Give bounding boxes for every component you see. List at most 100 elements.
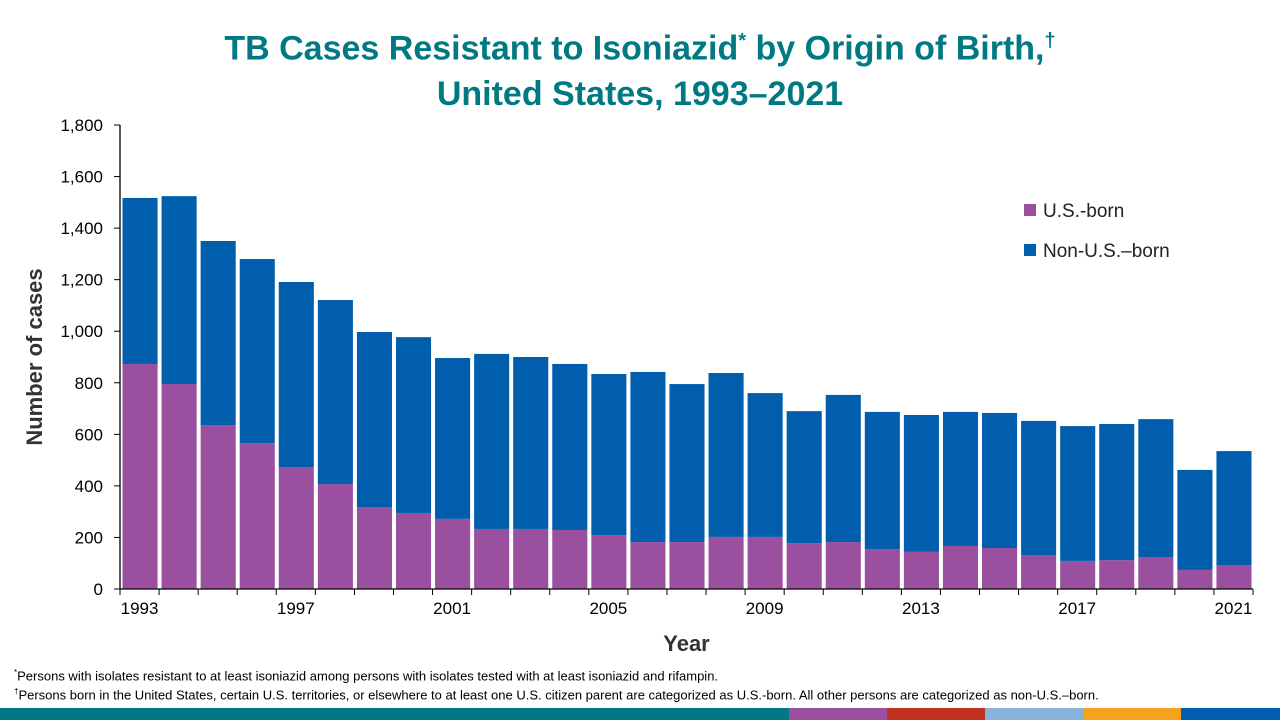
title-line-2: United States, 1993–2021 — [436, 75, 844, 114]
bar-us-born-2011 — [825, 542, 861, 589]
y-tick-label: 1,000 — [60, 322, 103, 341]
bar-non-us-born-1994 — [161, 196, 197, 385]
footnote-1: *Persons with isolates resistant to at l… — [14, 668, 718, 683]
bar-us-born-2020 — [1177, 569, 1213, 589]
bar-non-us-born-1997 — [278, 281, 314, 468]
bar-non-us-born-2014 — [942, 411, 979, 546]
bar-us-born-2004 — [552, 529, 588, 589]
bar-non-us-born-2011 — [825, 394, 861, 543]
bar-us-born-2021 — [1216, 565, 1252, 589]
y-tick-label: 600 — [75, 425, 103, 444]
bar-non-us-born-2003 — [513, 357, 549, 529]
bar-non-us-born-1998 — [317, 300, 353, 485]
x-tick-label: 1993 — [121, 599, 159, 618]
bar-non-us-born-2000 — [395, 337, 432, 513]
bar-us-born-2000 — [395, 512, 432, 589]
bar-us-born-2007 — [669, 542, 705, 589]
bar-us-born-1994 — [161, 384, 197, 589]
bar-non-us-born-2005 — [591, 374, 627, 536]
footnote-mark: † — [14, 687, 19, 696]
bar-us-born-2015 — [982, 548, 1018, 589]
y-tick-label: 400 — [75, 477, 103, 496]
title-text: TB Cases Resistant to Isoniazid — [224, 29, 739, 68]
footnote-text: Persons with isolates resistant to at le… — [17, 668, 719, 684]
bar-non-us-born-2009 — [747, 393, 783, 537]
legend-swatch-1 — [1024, 244, 1036, 256]
bar-us-born-2009 — [747, 536, 783, 589]
bar-non-us-born-2020 — [1177, 469, 1213, 570]
bar-non-us-born-2013 — [903, 415, 939, 552]
bar-non-us-born-1995 — [200, 241, 236, 426]
bar-non-us-born-1996 — [239, 259, 275, 444]
footnote-mark: † — [1044, 30, 1056, 52]
y-tick-label: 1,400 — [60, 219, 103, 238]
y-axis-title: Number of cases — [22, 268, 47, 445]
bar-us-born-2008 — [708, 536, 744, 589]
x-tick-label: 2021 — [1215, 599, 1253, 618]
bar-non-us-born-2002 — [474, 353, 510, 529]
bar-non-us-born-2018 — [1099, 424, 1135, 561]
bar-us-born-2006 — [630, 542, 666, 589]
bar-us-born-1997 — [278, 467, 314, 589]
y-tick-label: 1,800 — [60, 116, 103, 135]
x-tick-label: 2013 — [902, 599, 940, 618]
bar-us-born-1993 — [122, 363, 158, 589]
bar-us-born-2013 — [903, 551, 939, 589]
chart-title: TB Cases Resistant to Isoniazid* by Orig… — [0, 18, 1280, 117]
bar-us-born-1998 — [317, 484, 353, 589]
bar-non-us-born-2001 — [435, 358, 471, 519]
color-strip-segment — [985, 708, 1083, 720]
bar-us-born-2002 — [474, 528, 510, 589]
footnote-text: Persons born in the United States, certa… — [18, 687, 1099, 703]
y-tick-label: 1,200 — [60, 271, 103, 290]
bar-non-us-born-2012 — [864, 411, 900, 550]
bar-non-us-born-2007 — [669, 384, 705, 543]
bar-us-born-2003 — [513, 528, 549, 589]
bar-us-born-1995 — [200, 425, 236, 589]
x-tick-label: 2001 — [433, 599, 471, 618]
bar-us-born-1999 — [356, 507, 392, 589]
bar-us-born-2014 — [942, 545, 979, 589]
legend-label: Non-U.S.–born — [1043, 241, 1170, 262]
bar-us-born-2005 — [591, 535, 627, 589]
x-axis-title: Year — [663, 631, 710, 656]
bar-us-born-2010 — [786, 543, 822, 589]
color-strip-segment — [1083, 708, 1181, 720]
y-tick-label: 800 — [75, 374, 103, 393]
color-strip-segment — [887, 708, 985, 720]
bar-us-born-2012 — [864, 549, 900, 589]
bar-us-born-1996 — [239, 443, 275, 589]
bar-non-us-born-2015 — [982, 412, 1018, 549]
legend-label: U.S.-born — [1043, 201, 1124, 222]
footnote-2: †Persons born in the United States, cert… — [14, 687, 1099, 702]
footnote-mark: * — [14, 668, 18, 677]
y-tick-label: 0 — [94, 580, 103, 599]
x-tick-label: 2017 — [1058, 599, 1096, 618]
bar-non-us-born-2006 — [630, 371, 666, 543]
title-text: by Origin of Birth, — [746, 29, 1045, 68]
bar-non-us-born-2008 — [708, 372, 744, 537]
bar-us-born-2019 — [1138, 557, 1174, 589]
x-tick-label: 2009 — [746, 599, 784, 618]
legend-swatch-0 — [1024, 204, 1036, 216]
x-tick-label: 2005 — [589, 599, 627, 618]
bar-non-us-born-1993 — [122, 197, 158, 364]
bar-non-us-born-2019 — [1138, 419, 1174, 558]
bar-us-born-2001 — [435, 518, 471, 589]
footnote-mark: * — [738, 30, 747, 52]
bar-non-us-born-2021 — [1216, 451, 1252, 566]
bar-us-born-2018 — [1099, 560, 1135, 589]
x-tick-label: 1997 — [277, 599, 315, 618]
bar-non-us-born-2010 — [786, 411, 822, 544]
bar-non-us-born-2017 — [1060, 426, 1096, 561]
y-tick-label: 200 — [75, 528, 103, 547]
bar-us-born-2017 — [1060, 560, 1096, 589]
color-strip-segment — [0, 708, 789, 720]
bar-non-us-born-2016 — [1021, 420, 1057, 555]
y-tick-label: 1,600 — [60, 168, 103, 187]
color-strip-segment — [789, 708, 887, 720]
color-strip-segment — [1181, 708, 1280, 720]
bar-us-born-2016 — [1021, 554, 1057, 589]
bar-non-us-born-2004 — [552, 363, 588, 530]
